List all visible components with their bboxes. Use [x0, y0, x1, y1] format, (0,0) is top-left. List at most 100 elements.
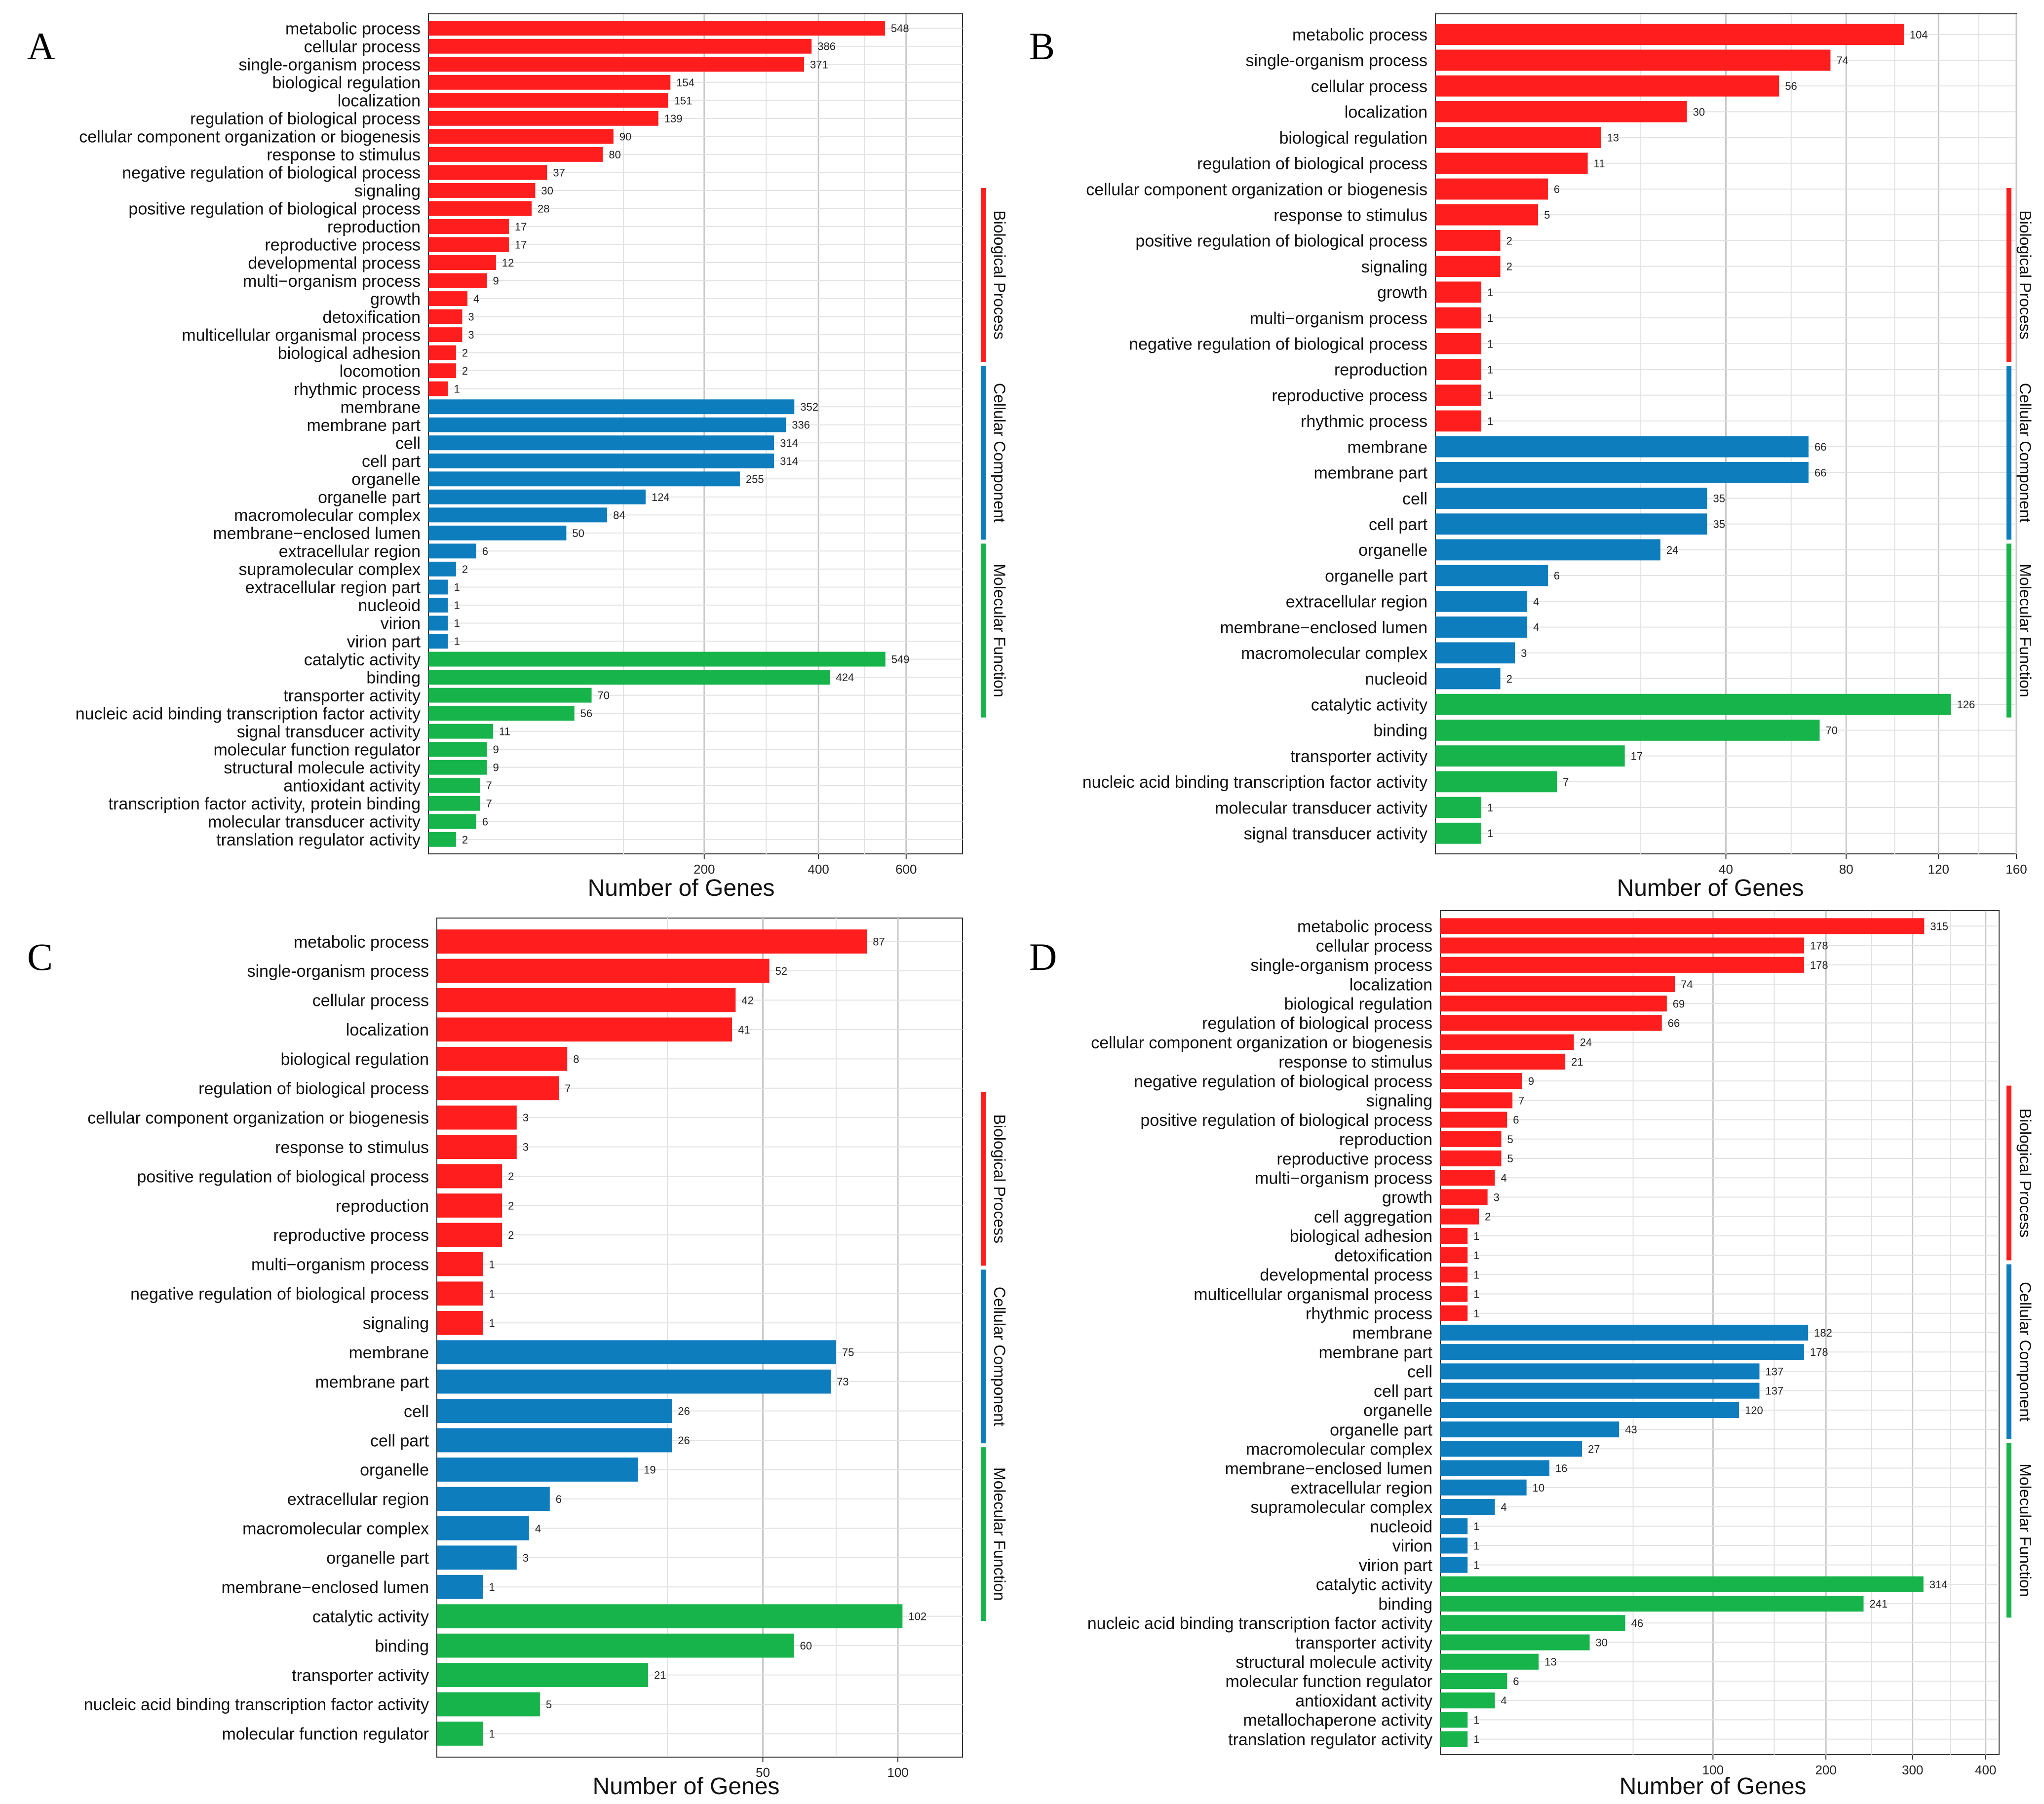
value-label: 7 — [486, 779, 492, 792]
value-label: 35 — [1713, 493, 1725, 505]
category-label: negative regulation of biological proces… — [122, 164, 421, 183]
category-label: macromolecular complex — [1241, 644, 1427, 663]
value-label: 549 — [891, 653, 910, 666]
category-label: single-organism process — [1251, 956, 1433, 975]
bar-cell — [1440, 1363, 1760, 1380]
category-label: reproduction — [1334, 361, 1427, 380]
bar-nucleic-acid-binding-transcription-factor-activity — [437, 1692, 540, 1717]
value-label: 1 — [1473, 1714, 1479, 1726]
group-label-cellular-component: Cellular Component — [2016, 1282, 2034, 1421]
category-label: rhythmic process — [294, 380, 421, 399]
bar-signal-transducer-activity — [428, 724, 494, 739]
bar-molecular-function-regulator — [437, 1722, 483, 1746]
category-label: reproduction — [1339, 1130, 1432, 1149]
bar-molecular-transducer-activity — [428, 814, 476, 829]
value-label: 1 — [1487, 827, 1493, 840]
group-strip-cellular-component — [2006, 366, 2011, 540]
category-label: cellular process — [304, 38, 421, 56]
bar-cellular-process — [437, 988, 736, 1012]
value-label: 84 — [613, 509, 625, 521]
bar-catalytic-activity — [1435, 693, 1951, 715]
bar-virion-part — [1440, 1557, 1468, 1573]
value-label: 87 — [873, 936, 885, 948]
value-label: 1 — [489, 1727, 495, 1740]
bar-binding — [1440, 1596, 1864, 1612]
bar-detoxification — [428, 309, 463, 324]
bar-organelle-part — [1440, 1421, 1620, 1438]
value-label: 371 — [810, 58, 828, 71]
bar-molecular-transducer-activity — [1435, 797, 1482, 818]
value-label: 1 — [454, 383, 460, 395]
value-label: 3 — [468, 311, 474, 323]
bar-membrane — [1435, 436, 1809, 458]
bar-reproduction — [428, 219, 509, 234]
value-label: 6 — [556, 1493, 562, 1505]
bar-binding — [437, 1633, 794, 1658]
bar-single-organism-process — [437, 959, 770, 983]
x-tick-label: 100 — [1702, 1763, 1724, 1777]
bar-reproductive-process — [437, 1223, 502, 1247]
category-label: response to stimulus — [275, 1138, 429, 1157]
category-label: organelle part — [1325, 567, 1427, 585]
value-label: 1 — [489, 1317, 495, 1329]
category-label: multi−organism process — [243, 272, 421, 291]
value-label: 1 — [1487, 338, 1493, 350]
bar-antioxidant-activity — [1440, 1692, 1495, 1709]
category-label: developmental process — [248, 254, 421, 272]
group-label-biological-process: Biological Process — [991, 1114, 1008, 1243]
x-tick-label: 160 — [2005, 862, 2027, 877]
bar-reproduction — [437, 1193, 502, 1218]
value-label: 151 — [674, 94, 692, 107]
category-label: virion part — [347, 632, 421, 651]
bar-macromolecular-complex — [428, 507, 608, 523]
category-label: structural molecule activity — [224, 759, 421, 777]
value-label: 9 — [493, 762, 499, 774]
category-label: supramolecular complex — [239, 560, 421, 579]
value-label: 21 — [1571, 1056, 1583, 1068]
value-label: 90 — [619, 130, 631, 143]
category-label: reproductive process — [265, 236, 421, 255]
bar-signaling — [428, 183, 536, 198]
category-label: virion — [381, 614, 421, 633]
category-label: extracellular region — [279, 542, 421, 561]
bar-positive-regulation-of-biological-process — [428, 201, 532, 216]
category-label: cell — [1402, 490, 1427, 508]
bar-supramolecular-complex — [428, 561, 456, 576]
bar-multi-organism-process — [1440, 1170, 1495, 1186]
bar-extracellular-region — [437, 1487, 550, 1511]
x-tick-label: 400 — [808, 862, 829, 877]
category-label: positive regulation of biological proces… — [1140, 1111, 1432, 1130]
group-strip-biological-process — [2006, 188, 2011, 362]
value-label: 2 — [462, 563, 468, 576]
value-label: 24 — [1666, 544, 1678, 556]
value-label: 70 — [1826, 724, 1838, 736]
bar-biological-regulation — [437, 1046, 568, 1071]
bar-transporter-activity — [437, 1663, 649, 1687]
value-label: 314 — [780, 455, 798, 467]
category-label: detoxification — [323, 308, 421, 327]
category-label: extracellular region — [1286, 593, 1427, 612]
category-label: macromolecular complex — [234, 506, 421, 525]
bar-biological-regulation — [428, 75, 671, 90]
category-label: multicellular organismal process — [182, 326, 421, 345]
value-label: 1 — [1473, 1268, 1479, 1281]
bar-membrane — [428, 399, 795, 415]
value-label: 70 — [598, 690, 610, 702]
category-label: translation regulator activity — [216, 831, 421, 849]
value-label: 3 — [1494, 1191, 1500, 1203]
bar-multi-organism-process — [1435, 307, 1482, 329]
value-label: 1 — [1473, 1733, 1479, 1746]
category-label: nucleic acid binding transcription facto… — [76, 704, 421, 723]
value-label: 424 — [836, 671, 854, 684]
value-label: 124 — [652, 491, 670, 503]
value-label: 386 — [817, 40, 836, 53]
group-label-biological-process: Biological Process — [2016, 1109, 2034, 1237]
panel-letter: A — [27, 25, 55, 68]
bar-cellular-component-organization-or-biogenesis — [1440, 1034, 1574, 1050]
category-label: cellular component organization or bioge… — [1091, 1034, 1432, 1052]
bar-metabolic-process — [1435, 24, 1904, 45]
bar-binding — [1435, 719, 1820, 741]
category-label: organelle part — [326, 1549, 429, 1568]
bar-nucleic-acid-binding-transcription-factor-activity — [428, 706, 575, 721]
bar-response-to-stimulus — [1440, 1053, 1566, 1070]
